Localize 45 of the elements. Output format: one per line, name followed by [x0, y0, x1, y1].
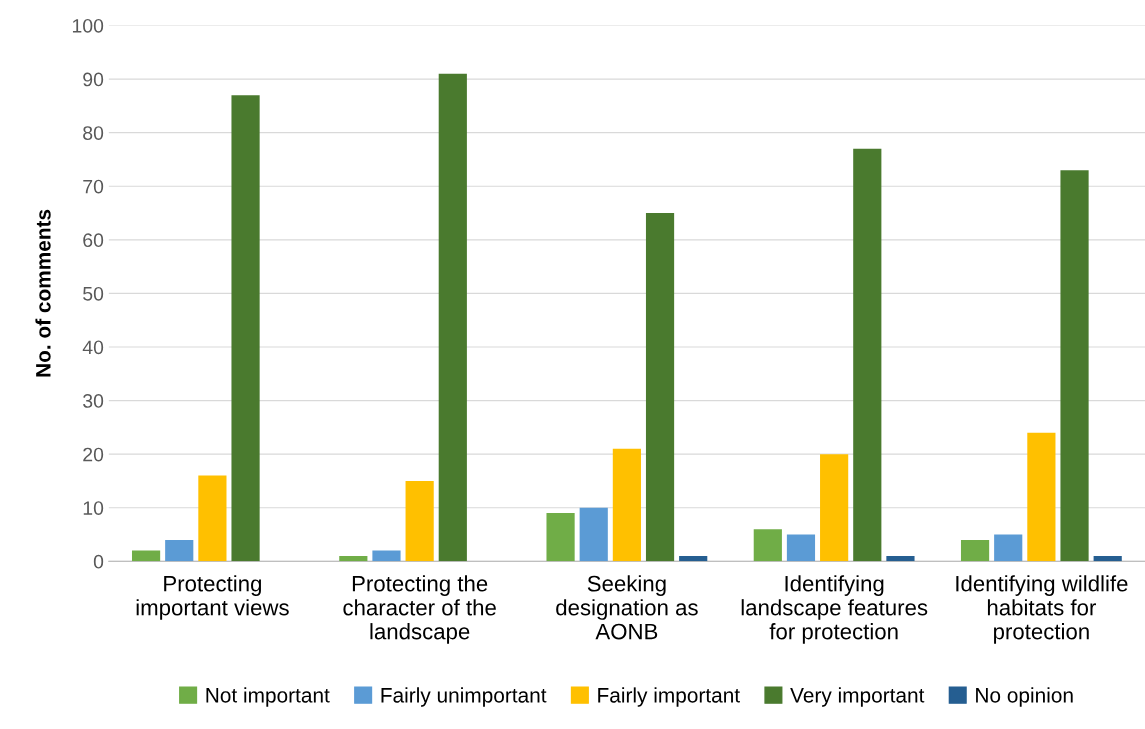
bar: [165, 539, 194, 562]
bar: [1093, 555, 1122, 562]
y-tick-label: 40: [82, 340, 104, 355]
bar: [753, 529, 782, 562]
bar: [438, 73, 467, 562]
bar: [960, 539, 990, 562]
bar: [198, 475, 227, 562]
legend-label: Very important: [790, 687, 925, 707]
y-tick-label: 90: [83, 72, 104, 87]
bar: [372, 550, 401, 562]
bar: [994, 534, 1023, 562]
y-tick-label: 80: [83, 126, 104, 140]
y-tick-label: 50: [83, 286, 104, 301]
bar: [679, 555, 708, 562]
x-tick-label: Seeking designation as AONB: [556, 575, 698, 640]
bar: [546, 513, 575, 562]
legend-label: No opinion: [976, 687, 1073, 707]
bar: [405, 480, 434, 562]
legend-label: Fairly unimportant: [381, 687, 547, 707]
y-tick-label: 30: [83, 394, 104, 408]
bar: [886, 555, 915, 562]
y-tick-label: 10: [83, 501, 104, 515]
y-tick-label: 20: [83, 447, 104, 462]
bar: [820, 454, 849, 562]
bar: [231, 95, 260, 562]
y-tick-label: 70: [83, 179, 104, 194]
legend-label: Not important: [206, 687, 330, 707]
bar: [853, 148, 882, 562]
x-tick-label: Identifying landscape features for protection: [741, 575, 928, 644]
x-tick-label: Protecting the character of the landscape: [343, 575, 496, 644]
bar: [1027, 432, 1056, 562]
bar: [786, 534, 816, 562]
legend-label: Fairly important: [598, 687, 740, 707]
bar: [645, 213, 675, 562]
bar: [579, 507, 608, 562]
y-tick-label: 100: [72, 18, 104, 33]
bar: [612, 448, 641, 562]
x-tick-label: Protecting important views: [136, 575, 289, 620]
y-tick-label: 60: [83, 233, 104, 248]
bar: [339, 555, 368, 562]
bar: [131, 550, 161, 562]
bar: [1060, 170, 1089, 562]
x-tick-label: Identifying wildlife habitats for protection: [956, 575, 1128, 644]
y-axis-title: No. of comments: [35, 209, 51, 377]
y-tick-label: 0: [93, 554, 104, 569]
